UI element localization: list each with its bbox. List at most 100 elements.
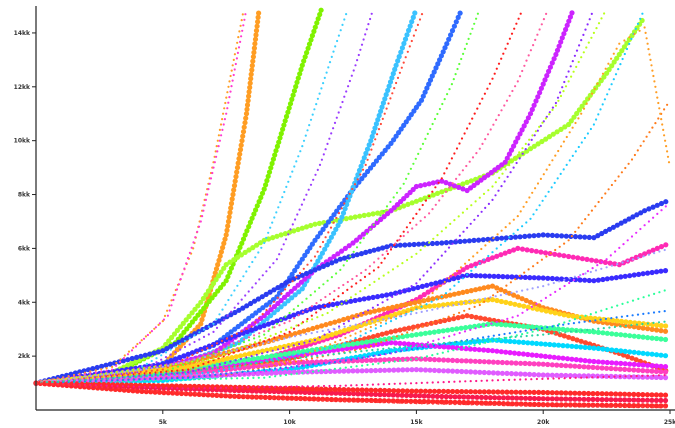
data-point: [285, 185, 288, 188]
data-point: [412, 217, 415, 220]
data-point: [509, 395, 515, 401]
data-point: [414, 29, 417, 32]
data-point: [516, 314, 519, 317]
data-point: [306, 363, 309, 367]
data-point: [410, 285, 413, 288]
data-point: [343, 325, 346, 328]
data-point: [604, 67, 607, 70]
data-point: [362, 38, 365, 41]
data-point: [377, 367, 383, 373]
data-point: [457, 238, 463, 245]
data-point: [549, 293, 552, 296]
data-point: [528, 138, 531, 141]
data-point: [288, 336, 291, 339]
data-point: [207, 359, 213, 365]
data-point: [410, 39, 413, 43]
data-point: [169, 353, 172, 356]
data-point: [328, 346, 331, 349]
data-point: [494, 236, 500, 242]
data-point: [582, 33, 585, 37]
data-point: [150, 359, 153, 363]
data-point: [649, 397, 655, 403]
data-point: [396, 54, 402, 60]
data-point: [247, 84, 253, 91]
data-point: [640, 362, 646, 368]
data-point: [207, 354, 210, 357]
data-point: [543, 136, 549, 142]
data-point: [246, 370, 249, 373]
data-point: [174, 362, 177, 366]
data-point: [225, 218, 232, 225]
data-point: [271, 326, 274, 329]
data-point: [287, 284, 290, 287]
data-point: [440, 254, 443, 257]
data-point: [596, 376, 600, 379]
data-point: [389, 75, 395, 81]
data-point: [232, 58, 235, 62]
data-point: [131, 368, 134, 371]
data-point: [366, 212, 372, 218]
data-point: [254, 321, 257, 324]
data-point: [281, 294, 288, 300]
data-point: [460, 314, 466, 320]
data-point: [379, 321, 382, 324]
data-point: [308, 269, 314, 275]
data-point: [463, 325, 469, 331]
data-point: [425, 289, 431, 295]
data-point: [267, 329, 270, 333]
data-point: [355, 384, 358, 387]
data-point: [248, 372, 251, 375]
data-point: [473, 344, 476, 347]
data-point: [485, 347, 491, 353]
data-point: [345, 368, 352, 374]
data-point: [558, 126, 564, 132]
data-point: [350, 253, 356, 259]
data-point: [485, 236, 491, 242]
data-point: [228, 96, 231, 99]
data-point: [238, 353, 244, 359]
data-point: [263, 368, 266, 371]
data-point: [471, 156, 475, 159]
data-point: [212, 166, 215, 169]
data-point: [554, 372, 560, 378]
data-point: [300, 348, 306, 354]
data-point: [350, 387, 356, 393]
data-point: [587, 213, 590, 216]
data-point: [343, 95, 346, 98]
data-point: [197, 364, 200, 367]
data-point: [182, 363, 185, 366]
data-point: [415, 306, 418, 309]
data-point: [359, 173, 362, 176]
data-point: [639, 227, 642, 231]
data-point: [73, 377, 76, 380]
data-point: [261, 313, 264, 316]
data-point: [286, 342, 292, 349]
data-point: [160, 354, 163, 357]
data-point: [626, 259, 629, 263]
data-point: [409, 167, 412, 170]
data-point: [480, 322, 487, 328]
data-point: [566, 18, 572, 24]
data-point: [457, 215, 460, 218]
data-point: [477, 286, 483, 292]
data-point: [592, 315, 598, 322]
data-point: [503, 104, 506, 107]
data-point: [237, 244, 243, 250]
data-point: [373, 121, 379, 127]
data-point: [362, 311, 365, 315]
data-point: [389, 200, 392, 203]
data-point: [207, 333, 210, 336]
data-point: [270, 369, 273, 372]
data-point: [468, 300, 471, 303]
data-point: [358, 322, 365, 328]
data-point: [272, 300, 275, 303]
data-point: [339, 201, 345, 207]
data-point: [572, 363, 578, 369]
data-point: [305, 359, 311, 365]
data-point: [558, 372, 564, 378]
data-point: [610, 224, 617, 230]
data-point: [299, 344, 305, 350]
data-point: [235, 57, 238, 60]
data-point: [516, 339, 522, 345]
data-point: [239, 240, 245, 246]
